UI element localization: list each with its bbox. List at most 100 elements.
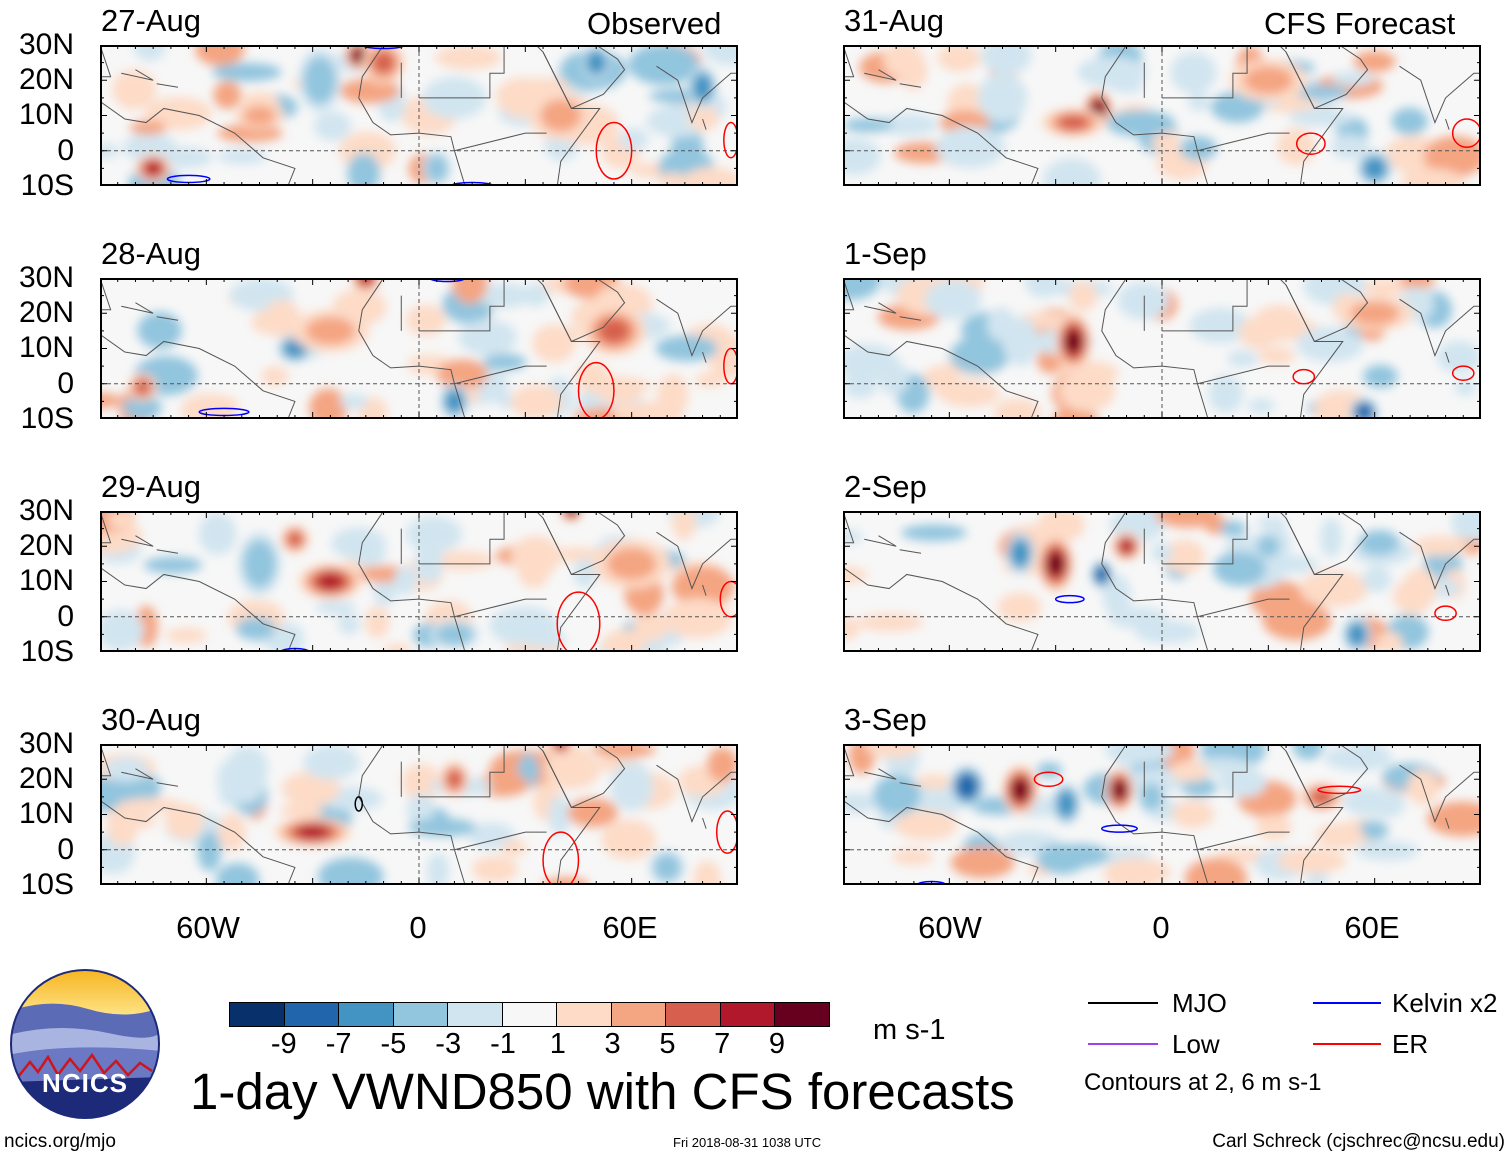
- lat-label: 0: [57, 832, 74, 866]
- wind-anomaly: [1260, 538, 1277, 555]
- lat-label: 10S: [20, 168, 74, 202]
- coastline: [864, 768, 897, 780]
- colorbar-swatch: [284, 1003, 339, 1026]
- anomaly-blob: [212, 62, 282, 82]
- anomaly-blob: [1376, 631, 1403, 652]
- anomaly-blob: [551, 547, 604, 562]
- colorbar-tick-label: -3: [435, 1028, 462, 1060]
- anomaly-blob: [394, 565, 417, 596]
- wind-anomaly: [308, 64, 331, 96]
- anomaly-blob: [180, 393, 238, 419]
- anomaly-blob: [601, 819, 657, 861]
- anomaly-blob: [129, 120, 167, 135]
- coastline: [383, 511, 601, 652]
- coastline: [899, 549, 922, 554]
- anomaly-blob: [924, 279, 982, 320]
- anomaly-blob: [1171, 800, 1215, 829]
- panel-date: 30-Aug: [101, 702, 201, 737]
- anomaly-blob: [1257, 515, 1288, 531]
- anomaly-blob: [1102, 574, 1132, 616]
- coastline: [100, 278, 112, 311]
- mjo-contour: [354, 796, 364, 812]
- anomaly-blob: [1043, 158, 1101, 186]
- coastline: [156, 782, 179, 787]
- colorbar-units: m s-1: [873, 1014, 946, 1046]
- lon-label-60e-left: 60E: [602, 910, 658, 945]
- legend-kelvin-label: Kelvin x2: [1392, 988, 1498, 1018]
- anomaly-blob: [1391, 107, 1428, 136]
- coastline: [100, 799, 296, 885]
- coastline: [1399, 298, 1481, 357]
- colorbar-tick-label: 3: [604, 1028, 621, 1060]
- colorbar-tick-label: 1: [549, 1028, 566, 1060]
- anomaly-blob: [659, 172, 688, 186]
- anomaly-blob: [195, 45, 245, 67]
- anomaly-blob: [279, 803, 324, 819]
- contour-note: Contours at 2, 6 m s-1: [1084, 1069, 1322, 1096]
- footer-url[interactable]: ncics.org/mjo: [4, 1131, 116, 1152]
- er-contour: [719, 580, 738, 618]
- coastline: [156, 83, 179, 88]
- er-contour: [723, 121, 738, 159]
- coastline: [542, 744, 626, 809]
- anomaly-blob: [843, 529, 863, 544]
- anomaly-blob: [1423, 135, 1481, 177]
- lat-label: 10S: [20, 867, 74, 901]
- panel-date: 2-Sep: [844, 469, 927, 504]
- anomaly-blob: [129, 812, 156, 829]
- observed-label: Observed: [587, 6, 722, 41]
- wind-anomaly: [540, 99, 582, 132]
- wind-anomaly: [225, 763, 259, 796]
- coastline: [358, 744, 466, 885]
- anomaly-blob: [1292, 84, 1350, 100]
- wind-anomaly: [959, 777, 975, 795]
- anomaly-blob: [1315, 822, 1365, 849]
- anomaly-blob: [1213, 551, 1267, 587]
- wind-anomaly: [1119, 539, 1134, 554]
- coastline: [1126, 278, 1344, 419]
- coastline: [843, 566, 1039, 652]
- coastline: [1162, 511, 1248, 565]
- wind-anomaly: [1349, 626, 1365, 643]
- anomaly-blob: [688, 104, 719, 132]
- er-contour: [1292, 368, 1316, 385]
- anomaly-blob: [1353, 50, 1396, 73]
- anomaly-blob: [1058, 370, 1116, 412]
- colorbar-tick-label: 9: [768, 1028, 786, 1060]
- lon-label-60e-right: 60E: [1344, 910, 1400, 945]
- anomaly-blob: [1024, 278, 1062, 298]
- coastline: [156, 549, 179, 554]
- anomaly-blob: [112, 69, 157, 110]
- anomaly-blob: [338, 614, 360, 635]
- wind-anomaly: [352, 49, 366, 62]
- anomaly-blob: [1208, 374, 1244, 413]
- anomaly-blob: [1134, 620, 1200, 644]
- lat-label: 0: [57, 366, 74, 400]
- anomaly-blob: [1276, 128, 1316, 166]
- anomaly-blob: [843, 792, 879, 814]
- anomaly-blob: [100, 609, 144, 651]
- coastline: [656, 65, 738, 124]
- anomaly-blob: [997, 592, 1042, 622]
- anomaly-blob: [1355, 840, 1419, 861]
- map-panel-31-aug: [843, 45, 1481, 186]
- anomaly-blob: [482, 353, 527, 371]
- wind-anomaly: [986, 81, 1019, 115]
- anomaly-blob: [406, 793, 435, 825]
- anomaly-blob: [915, 774, 953, 790]
- anomaly-blob: [1182, 777, 1217, 798]
- coastline: [383, 45, 601, 186]
- coastline: [1197, 831, 1290, 851]
- colorbar-swatch: [448, 1003, 503, 1026]
- wind-anomaly: [1113, 781, 1126, 799]
- coastline: [843, 799, 1039, 885]
- coastline: [100, 566, 296, 652]
- anomaly-blob: [843, 278, 881, 301]
- ncics-logo: NCICS: [10, 969, 160, 1119]
- coastline: [1197, 365, 1290, 385]
- anomaly-blob: [894, 810, 958, 841]
- panel-date: 29-Aug: [101, 469, 201, 504]
- er-contour: [542, 831, 580, 885]
- anomaly-blob: [471, 855, 519, 883]
- coastline: [1126, 511, 1344, 652]
